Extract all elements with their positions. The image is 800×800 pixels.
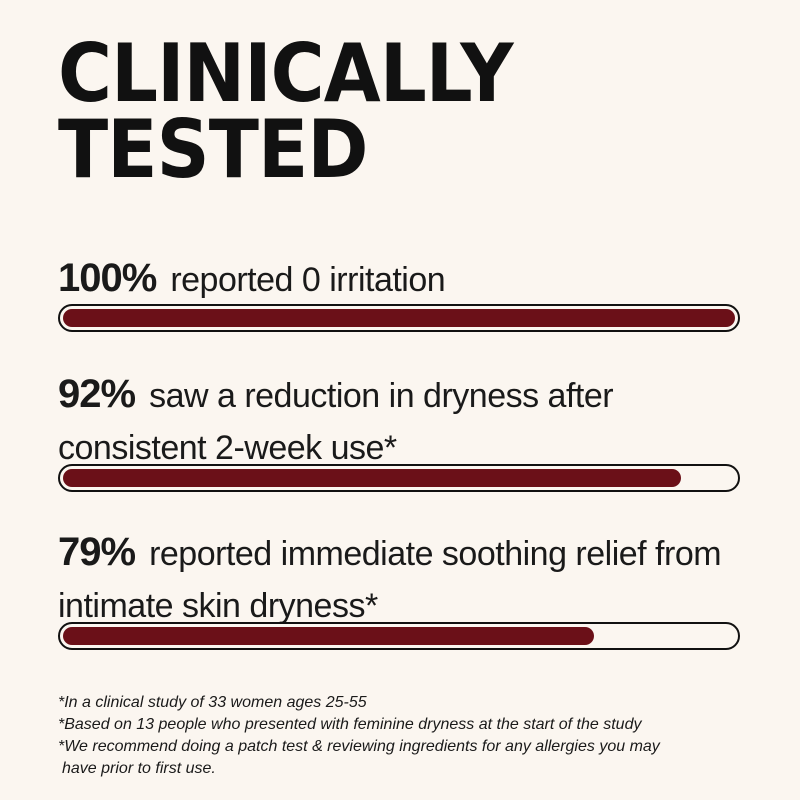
stat-description: saw a reduction in dryness after consist… bbox=[58, 377, 614, 467]
stat-item: 79% reported immediate soothing relief fr… bbox=[58, 526, 748, 650]
stat-percent: 79% bbox=[58, 530, 136, 574]
progress-bar-fill bbox=[63, 469, 681, 487]
stat-label: 100% reported 0 irritation bbox=[58, 252, 748, 306]
stat-description: reported immediate soothing relief from … bbox=[58, 535, 722, 625]
stat-label: 92% saw a reduction in dryness after cons… bbox=[58, 368, 748, 474]
stat-item: 100% reported 0 irritation bbox=[58, 252, 748, 332]
progress-bar-fill bbox=[63, 627, 594, 645]
footnote: *In a clinical study of 33 women ages 25… bbox=[58, 694, 367, 711]
stat-item: 92% saw a reduction in dryness after cons… bbox=[58, 368, 748, 492]
stat-percent: 100% bbox=[58, 256, 157, 300]
headline-line-2: TESTED bbox=[58, 103, 368, 196]
footnote: have prior to first use. bbox=[62, 760, 216, 777]
progress-bar bbox=[58, 464, 740, 492]
footnotes: *In a clinical study of 33 women ages 25… bbox=[58, 692, 758, 780]
headline: CLINICALLY TESTED bbox=[58, 27, 514, 196]
footnote: *Based on 13 people who presented with f… bbox=[58, 716, 642, 733]
stat-percent: 92% bbox=[58, 372, 136, 416]
progress-bar-fill bbox=[63, 309, 735, 327]
progress-bar bbox=[58, 622, 740, 650]
stat-description: reported 0 irritation bbox=[170, 261, 446, 299]
stat-label: 79% reported immediate soothing relief fr… bbox=[58, 526, 748, 632]
headline-line-1: CLINICALLY bbox=[58, 27, 514, 120]
progress-bar bbox=[58, 304, 740, 332]
footnote: *We recommend doing a patch test & revie… bbox=[58, 738, 660, 755]
